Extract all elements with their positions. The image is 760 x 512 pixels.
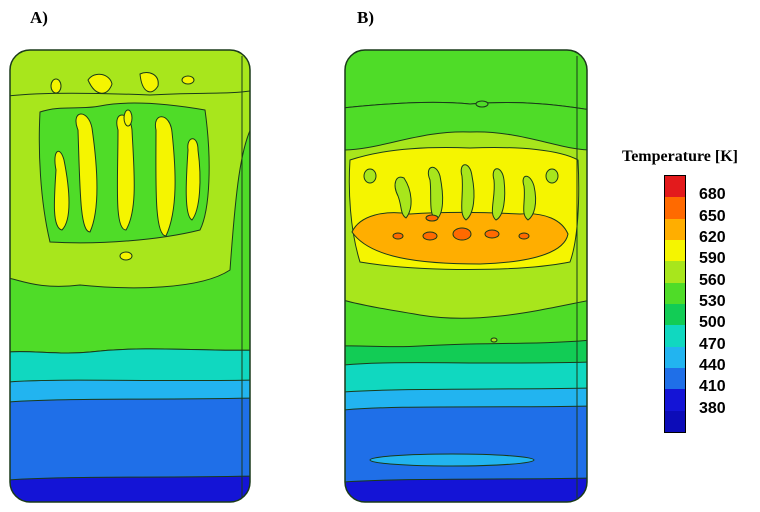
legend-swatch: [665, 261, 685, 283]
legend-swatch: [665, 240, 685, 262]
legend-tick-label: 410: [699, 378, 726, 396]
legend-tick-label: 470: [699, 335, 726, 353]
legend-swatch: [665, 176, 685, 198]
legend-tick-label: 680: [699, 186, 726, 204]
legend-tick-label: 440: [699, 357, 726, 374]
legend-swatch: [665, 282, 685, 304]
legend-swatch: [665, 218, 685, 240]
fingers-b: [363, 164, 559, 221]
legend-tick-label: 560: [699, 271, 726, 289]
legend-color-bar: [664, 175, 686, 433]
legend-swatch: [665, 368, 685, 390]
band-530-b-mid: [345, 101, 587, 151]
legend-tick-label: 380: [699, 399, 726, 417]
panel-a-bands: [10, 50, 250, 502]
legend-tick-label: 590: [699, 250, 726, 268]
legend-title: Temperature [K]: [622, 148, 738, 165]
legend-tick-label: 530: [699, 293, 726, 310]
legend-swatch: [665, 410, 685, 432]
legend-swatch: [665, 389, 685, 411]
legend-swatch: [665, 304, 685, 326]
panel-b-outline: [344, 49, 588, 503]
legend-swatch: [665, 346, 685, 368]
panel-a-label: A): [30, 8, 48, 27]
panel-a-outline: [9, 49, 251, 503]
hotspots-b: [392, 214, 530, 241]
band-380-b: [345, 477, 587, 502]
panel-b-label: B): [357, 8, 374, 27]
legend-tick-label: 500: [699, 314, 726, 332]
band-380-a: [10, 475, 250, 502]
legend-tick-label: 620: [699, 229, 726, 246]
legend-tick-label: 650: [699, 207, 726, 225]
band-530-b-top: [345, 50, 587, 111]
band-560-a-top: [10, 50, 250, 97]
fingers-a: [50, 72, 201, 261]
legend-swatch: [665, 325, 685, 347]
legend-swatch: [665, 197, 685, 219]
band-440-b-lens: [369, 453, 535, 467]
panel-b-bands: [345, 50, 587, 502]
